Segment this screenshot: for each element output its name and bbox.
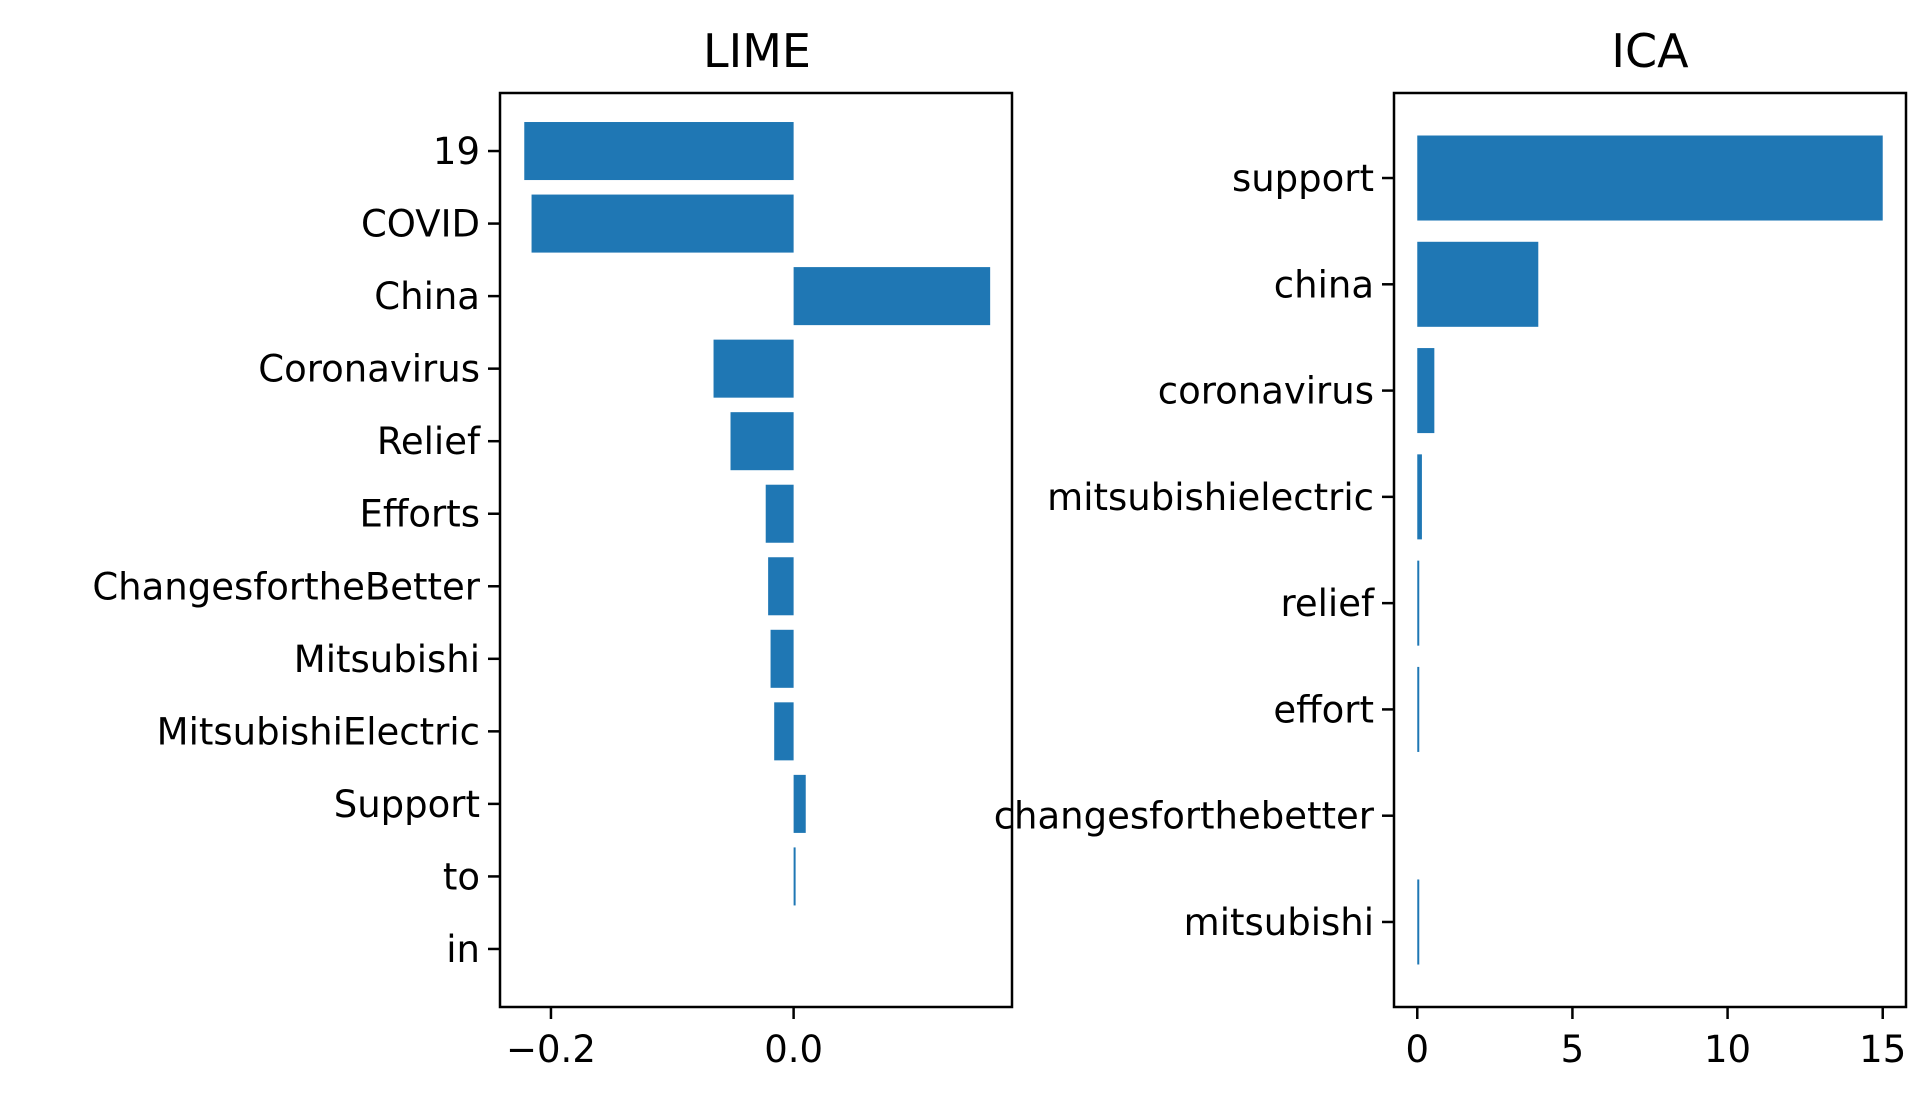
ica-bar <box>1417 135 1883 221</box>
ica-x-axis: 0 5 10 15 <box>1405 1007 1906 1071</box>
ica-bar <box>1417 241 1539 327</box>
lime-y-tick-label: 19 <box>433 130 480 173</box>
ica-bars <box>1417 135 1883 965</box>
ica-y-tick-label: changesforthebetter <box>994 795 1375 838</box>
lime-y-tick-label: Support <box>334 783 480 826</box>
lime-y-tick-label: in <box>446 928 480 971</box>
ica-panel: ICA support china coronavirus mitsubishiele… <box>994 24 1908 1071</box>
lime-bar <box>793 847 796 906</box>
lime-y-tick-label: ChangesfortheBetter <box>92 565 480 608</box>
ica-plot-frame <box>1392 91 1908 1009</box>
ica-y-tick-label: china <box>1274 263 1374 306</box>
ica-bar <box>1417 879 1420 965</box>
lime-y-tick-label: COVID <box>361 203 480 246</box>
lime-bar <box>524 122 794 181</box>
ica-y-axis: support china coronavirus mitsubishielectri… <box>994 157 1394 944</box>
ica-y-tick-label: effort <box>1273 688 1374 731</box>
lime-x-tick-label: 0.0 <box>764 1028 823 1071</box>
ica-bar <box>1417 348 1435 434</box>
ica-y-tick-label: mitsubishielectric <box>1047 476 1374 519</box>
lime-bar <box>770 629 794 688</box>
ica-y-tick-label: support <box>1232 157 1374 200</box>
lime-bar <box>774 702 794 761</box>
lime-x-tick-label: −0.2 <box>506 1028 596 1071</box>
lime-y-tick-label: to <box>443 855 480 898</box>
lime-bar <box>793 267 991 326</box>
lime-y-tick-label: China <box>374 275 480 318</box>
lime-chart-title: LIME <box>703 24 811 78</box>
lime-bar <box>793 774 806 833</box>
lime-panel: LIME 19 COVID China Coronavirus Relief Effort… <box>92 24 1014 1071</box>
lime-bar <box>730 412 794 471</box>
lime-bars <box>524 122 991 906</box>
ica-y-tick-label: relief <box>1280 582 1374 625</box>
lime-plot-frame <box>498 91 1014 1009</box>
lime-x-axis: −0.2 0.0 <box>506 1007 823 1071</box>
ica-x-tick-label: 5 <box>1561 1028 1585 1071</box>
lime-y-tick-label: Efforts <box>359 493 480 536</box>
ica-y-tick-label: coronavirus <box>1158 370 1374 413</box>
lime-y-tick-label: Relief <box>377 420 481 463</box>
ica-chart-title: ICA <box>1611 24 1689 78</box>
lime-bar <box>713 339 794 398</box>
ica-bar <box>1417 666 1420 752</box>
ica-bar <box>1417 560 1420 646</box>
ica-y-tick-label: mitsubishi <box>1184 901 1374 944</box>
lime-y-axis: 19 COVID China Coronavirus Relief Efforts Chan… <box>92 130 500 971</box>
lime-bar <box>531 194 794 253</box>
lime-y-tick-label: MitsubishiElectric <box>157 710 480 753</box>
lime-y-tick-label: Mitsubishi <box>294 638 480 681</box>
lime-y-tick-label: Coronavirus <box>258 348 480 391</box>
ica-x-tick-label: 0 <box>1405 1028 1429 1071</box>
ica-x-tick-label: 15 <box>1859 1028 1906 1071</box>
lime-bar <box>765 484 794 543</box>
ica-x-tick-label: 10 <box>1704 1028 1751 1071</box>
ica-bar <box>1417 454 1422 540</box>
lime-bar <box>768 557 794 616</box>
